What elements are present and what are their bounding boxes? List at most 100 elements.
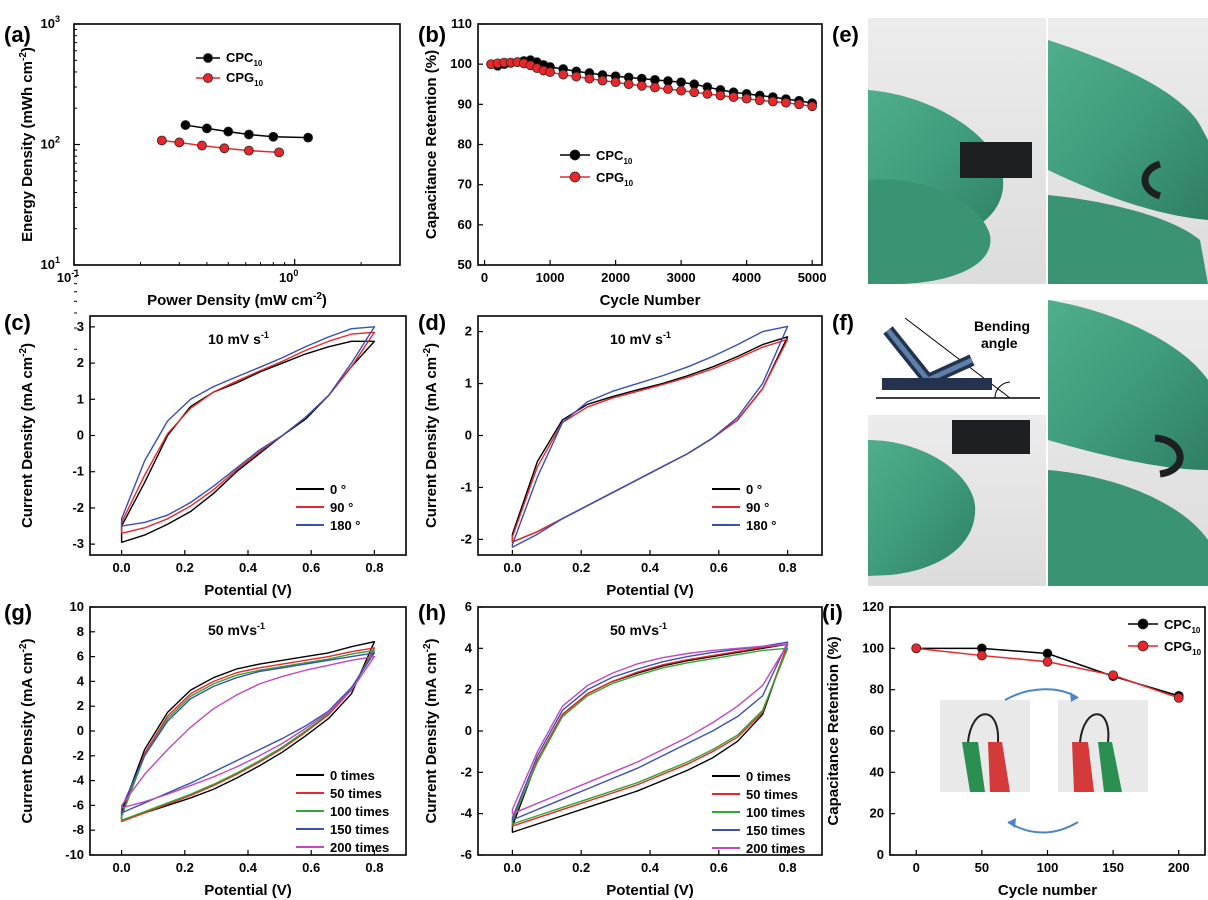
x-axis-label: Potential (V) bbox=[606, 882, 694, 899]
bending-label-line2: angle bbox=[981, 335, 1018, 351]
y-tick-label: -2 bbox=[460, 531, 472, 546]
panel-letter: (h) bbox=[418, 600, 446, 625]
legend-label: 100 times bbox=[746, 805, 805, 820]
legend-label: 0 times bbox=[330, 768, 375, 783]
green-clip-left bbox=[962, 742, 985, 792]
panel-letter: (d) bbox=[418, 310, 446, 335]
data-point-cpg bbox=[274, 147, 285, 158]
data-point-cpc bbox=[268, 131, 279, 142]
cv-loop-series bbox=[511, 641, 789, 821]
legend-label: 90 ° bbox=[330, 500, 353, 515]
y-tick-label: 80 bbox=[870, 682, 884, 697]
x-axis-label: Power Density (mW cm-2) bbox=[147, 291, 327, 309]
glove-thumb-f-right bbox=[1048, 470, 1208, 586]
legend-marker bbox=[1137, 618, 1149, 630]
x-axis-label: Cycle Number bbox=[600, 292, 701, 309]
data-point-cpg bbox=[243, 145, 254, 156]
y-tick-label: 10 bbox=[70, 599, 84, 614]
data-point-cpg bbox=[1042, 656, 1053, 667]
x-axis-label: Potential (V) bbox=[204, 882, 292, 899]
chart-panel-a: 10-1 100 101 102 103 Power Density (mW cm-2) E… bbox=[4, 14, 401, 350]
y-axis-label: Capacitance Retention (%) bbox=[825, 636, 842, 825]
x-tick-label: 50 bbox=[975, 860, 989, 875]
legend-label: CPG10 bbox=[1164, 639, 1202, 657]
data-point-cpg bbox=[636, 81, 647, 91]
data-point-cpg bbox=[741, 93, 752, 104]
panel-letter: (c) bbox=[4, 310, 31, 335]
y-tick-label: 90 bbox=[458, 96, 472, 111]
y-tick-label: 1 bbox=[465, 376, 472, 391]
x-tick-label: 0.2 bbox=[176, 860, 194, 875]
y-tick-label: 3 bbox=[77, 319, 84, 334]
data-point-cpg bbox=[715, 90, 726, 101]
x-tick-label: 0.4 bbox=[239, 560, 258, 575]
x-tick-label: 0 bbox=[913, 860, 920, 875]
x-tick-label: 100 bbox=[279, 268, 298, 285]
clip-photo-left bbox=[940, 700, 1030, 792]
y-tick-label: -2 bbox=[72, 500, 84, 515]
y-tick-label: 101 bbox=[41, 255, 60, 272]
x-tick-label: 0.0 bbox=[503, 560, 521, 575]
swap-arrow-top bbox=[1004, 688, 1079, 701]
scan-rate-annotation: 50 mVs-1 bbox=[208, 621, 265, 638]
y-tick-label: 60 bbox=[458, 217, 472, 232]
y-tick-label: 80 bbox=[458, 137, 472, 152]
panel-letter: (a) bbox=[4, 22, 31, 47]
plot-frame bbox=[889, 606, 1206, 856]
y-tick-label: 0 bbox=[465, 723, 472, 738]
legend-label: 100 times bbox=[330, 804, 389, 819]
diagram-tangent-line bbox=[904, 317, 1011, 399]
y-tick-label: 0 bbox=[77, 723, 84, 738]
glove-finger-f-left bbox=[868, 440, 976, 576]
bending-label-line1: Bending bbox=[974, 318, 1030, 334]
swap-arrow-bottom bbox=[1007, 821, 1079, 834]
cv-loop-series bbox=[511, 647, 789, 825]
y-axis-label: Capacitance Retention (%) bbox=[423, 50, 440, 239]
data-point-cpg bbox=[197, 140, 207, 151]
red-clip-right bbox=[1072, 742, 1094, 792]
data-point-cpg bbox=[558, 69, 569, 80]
data-point-cpg bbox=[728, 92, 739, 102]
scan-rate-annotation: 50 mVs-1 bbox=[610, 621, 667, 638]
data-point-cpc bbox=[201, 123, 212, 134]
legend-label: CPG10 bbox=[596, 170, 634, 188]
legend-label: 150 times bbox=[330, 822, 389, 837]
data-point-cpg bbox=[156, 135, 167, 146]
legend-label: 150 times bbox=[746, 823, 805, 838]
chart-panel-d: 0.0 0.2 0.4 0.6 0.8 -2 -1 0 1 2 Potential (V) Curre… bbox=[418, 310, 823, 599]
data-point-cpg bbox=[676, 85, 686, 96]
x-tick-label: 0.0 bbox=[113, 860, 131, 875]
x-tick-label: 100 bbox=[1037, 860, 1059, 875]
legend-label: CPC10 bbox=[1164, 617, 1201, 635]
x-tick-label: 0.4 bbox=[239, 860, 258, 875]
y-tick-label: -2 bbox=[460, 764, 472, 779]
legend-label: 200 times bbox=[746, 841, 805, 856]
x-tick-label: 0.8 bbox=[365, 860, 383, 875]
data-point-cpg bbox=[1173, 693, 1184, 703]
panel-letter-e: (e) bbox=[832, 22, 859, 47]
y-tick-label: -1 bbox=[460, 479, 472, 494]
data-point-cpg bbox=[610, 77, 621, 88]
y-tick-label: 6 bbox=[77, 649, 84, 664]
y-tick-label: 8 bbox=[77, 624, 84, 639]
y-tick-label: 1 bbox=[77, 391, 84, 406]
y-tick-label: 60 bbox=[870, 723, 884, 738]
x-tick-label: 0.2 bbox=[572, 560, 590, 575]
swap-arrowhead-bottom bbox=[1008, 818, 1016, 828]
y-tick-label: 0 bbox=[465, 428, 472, 443]
device-before-bend bbox=[952, 420, 1030, 454]
data-point-cpg bbox=[702, 89, 713, 99]
x-tick-label: 0.4 bbox=[641, 860, 660, 875]
x-tick-label: 2000 bbox=[601, 270, 630, 285]
data-point-cpc bbox=[303, 132, 313, 143]
y-axis-label: Current Density (mA cm-2) bbox=[422, 343, 440, 528]
y-axis-label: Current Density (mA cm-2) bbox=[18, 638, 36, 823]
y-tick-label: -10 bbox=[65, 847, 84, 862]
cv-loop-series bbox=[120, 331, 376, 534]
data-point-cpg bbox=[623, 79, 634, 90]
chart-panel-b: 0 1000 2000 3000 4000 5000 50 60 70 80 90 100 110 Cyc… bbox=[418, 16, 827, 309]
legend-label: 200 times bbox=[330, 840, 389, 855]
data-point-cpc bbox=[223, 126, 234, 137]
legend-label: 180 ° bbox=[746, 518, 777, 533]
